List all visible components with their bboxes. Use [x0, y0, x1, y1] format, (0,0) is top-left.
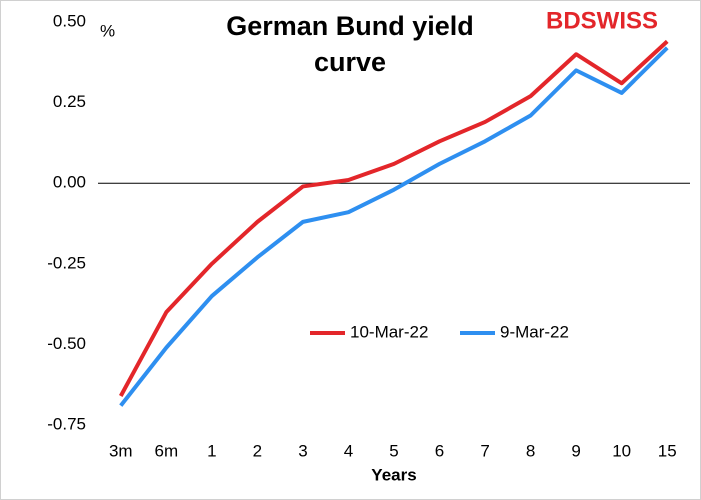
series-line: [119, 39, 669, 397]
y-tick-label: -0.25: [47, 253, 86, 272]
x-tick-label: 9: [571, 441, 580, 460]
x-tick-label: 6m: [154, 441, 178, 460]
y-tick-label: 0.00: [53, 173, 86, 192]
y-tick-label: 0.25: [53, 92, 86, 111]
y-tick-label: -0.75: [47, 414, 86, 433]
x-tick-label: 15: [658, 441, 677, 460]
x-tick-label: 3m: [109, 441, 133, 460]
x-axis-label: Years: [371, 465, 416, 484]
chart-title: German Bund yield curve: [226, 11, 474, 77]
x-tick-label: 7: [480, 441, 489, 460]
x-tick-label: 3: [298, 441, 307, 460]
x-tick-label: 8: [526, 441, 535, 460]
y-axis-label: %: [100, 21, 115, 40]
legend-label: 10-Mar-22: [350, 322, 428, 341]
legend-label: 9-Mar-22: [500, 322, 569, 341]
series-line: [119, 46, 669, 407]
x-tick-label: 2: [253, 441, 262, 460]
y-tick-label: 0.50: [53, 11, 86, 30]
x-tick-label: 10: [612, 441, 631, 460]
x-tick-label: 4: [344, 441, 353, 460]
x-tick-label: 1: [207, 441, 216, 460]
x-tick-label: 5: [389, 441, 398, 460]
y-tick-label: -0.50: [47, 334, 86, 353]
logo: BDSWISS: [546, 7, 658, 34]
x-tick-label: 6: [435, 441, 444, 460]
